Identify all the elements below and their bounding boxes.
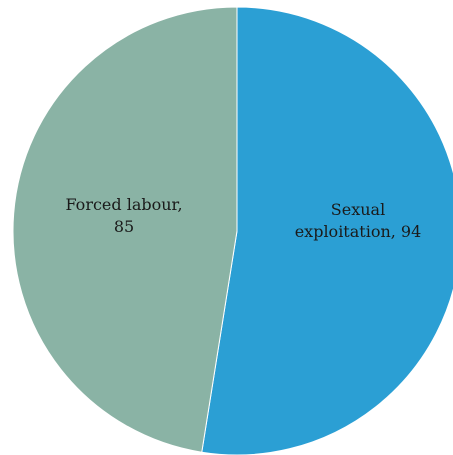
data-label-line: exploitation, 94 bbox=[295, 222, 422, 241]
pie-slice-sexual-exploitation bbox=[201, 6, 453, 455]
pie-slices bbox=[12, 6, 453, 455]
pie-labels: Sexual exploitation, 94 Forced labour, 85 bbox=[65, 195, 421, 241]
data-label-line: Forced labour, bbox=[65, 195, 182, 214]
data-label-forced-labour: Forced labour, 85 bbox=[65, 195, 182, 236]
data-label-line: Sexual bbox=[331, 200, 385, 219]
data-label-sexual-exploitation: Sexual exploitation, 94 bbox=[295, 200, 422, 241]
pie-slice-forced-labour bbox=[12, 6, 238, 453]
data-label-line: 85 bbox=[114, 217, 134, 236]
